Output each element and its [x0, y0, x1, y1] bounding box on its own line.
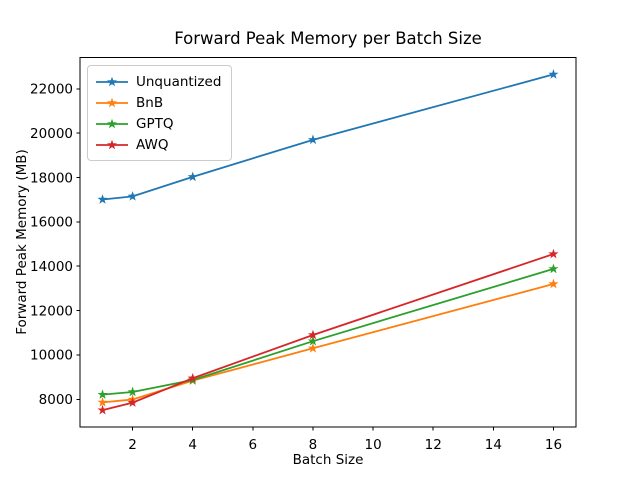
x-tick-label: 14 — [485, 437, 502, 453]
series-marker-unquantized — [307, 134, 319, 145]
series-marker-unquantized — [548, 69, 559, 79]
legend: Unquantized BnB GPTQ AWQ — [87, 65, 233, 161]
legend-label: AWQ — [136, 136, 169, 153]
x-axis-label: Batch Size — [292, 452, 364, 468]
y-tick-label: 10000 — [30, 348, 73, 364]
series-line-awq — [102, 253, 554, 412]
legend-entry-awq: AWQ — [95, 134, 221, 155]
series-marker-bnb — [548, 278, 559, 289]
y-tick-label: 12000 — [30, 303, 73, 319]
x-tick-label: 8 — [309, 437, 318, 453]
axes-spines — [79, 57, 577, 428]
series-marker-awq — [127, 397, 138, 407]
series-marker-awq — [548, 248, 559, 259]
series-marker-unquantized — [187, 171, 198, 182]
y-tick-label: 18000 — [30, 170, 73, 186]
series-marker-awq — [97, 404, 108, 415]
series-marker-unquantized — [127, 191, 138, 201]
series-marker-gptq — [97, 389, 108, 399]
series-line-gptq — [102, 268, 554, 396]
legend-entry-unquantized: Unquantized — [95, 71, 221, 92]
y-tick-label: 8000 — [39, 392, 73, 408]
series-marker-unquantized — [97, 194, 108, 204]
chart-title: Forward Peak Memory per Batch Size — [174, 29, 482, 48]
series-marker-gptq — [127, 386, 138, 397]
y-tick-label: 16000 — [30, 215, 73, 231]
legend-line-star-icon — [96, 76, 128, 86]
series-marker-bnb — [307, 342, 319, 353]
legend-label: Unquantized — [136, 73, 222, 90]
legend-line-star-icon — [96, 118, 128, 128]
series-marker-awq — [307, 329, 319, 340]
legend-label: GPTQ — [136, 115, 174, 132]
series-marker-bnb — [97, 397, 108, 407]
legend-label: BnB — [136, 94, 164, 111]
x-tick-label: 10 — [364, 437, 381, 453]
x-tick-label: 4 — [188, 437, 197, 453]
y-tick-label: 20000 — [30, 126, 73, 142]
x-tick-label: 16 — [545, 437, 562, 453]
series-marker-gptq — [548, 263, 559, 274]
legend-line-star-icon — [96, 97, 128, 107]
x-tick-label: 12 — [425, 437, 442, 453]
legend-entry-bnb: BnB — [95, 92, 221, 113]
y-tick-label: 14000 — [30, 259, 73, 275]
series-marker-awq — [187, 372, 198, 383]
y-tick-label: 22000 — [30, 82, 73, 98]
x-tick-label: 6 — [249, 437, 258, 453]
legend-line-star-icon — [96, 139, 128, 149]
x-tick-label: 2 — [128, 437, 137, 453]
legend-entry-gptq: GPTQ — [95, 113, 221, 134]
series-marker-gptq — [307, 335, 319, 346]
